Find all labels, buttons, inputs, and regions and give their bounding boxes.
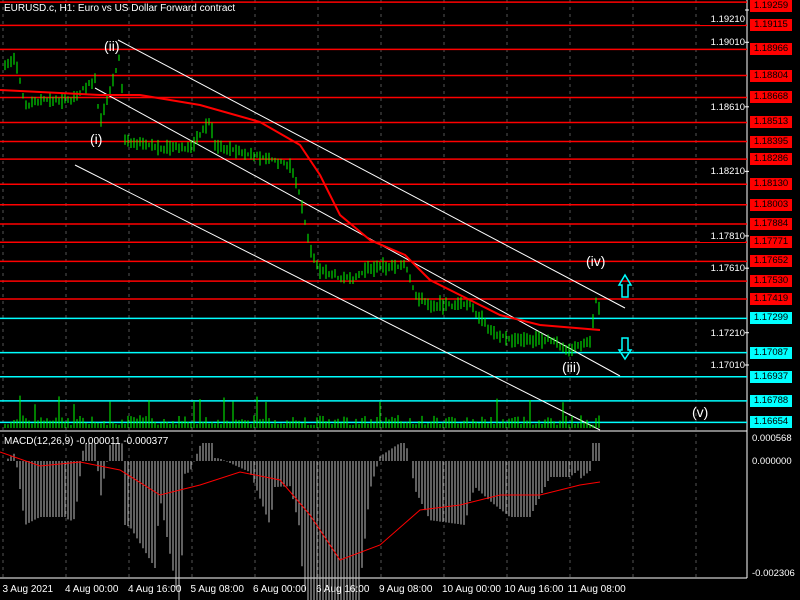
price-axis-label: 1.17810 (700, 230, 745, 242)
price-label-red: 1.17771 (750, 236, 792, 249)
wave-label-v: (v) (692, 404, 709, 420)
arrow-down-icon (617, 337, 633, 361)
time-axis-label: 3 Aug 2021 (2, 584, 54, 595)
price-label-red: 1.18668 (750, 91, 792, 104)
price-label-red: 1.17884 (750, 217, 792, 230)
channel-line (74, 164, 601, 431)
price-label-cyan: 1.17299 (750, 312, 792, 325)
moving-average-line (0, 89, 601, 331)
price-label-red: 1.18804 (750, 69, 792, 82)
price-label-red: 1.18395 (750, 135, 792, 148)
channel-line (94, 87, 621, 377)
time-axis-label: 10 Aug 16:00 (504, 584, 564, 595)
wave-label-iv: (iv) (586, 253, 606, 269)
price-axis-label: 1.17010 (700, 359, 745, 371)
price-label-red: 1.17419 (750, 292, 792, 305)
time-axis-label: 4 Aug 00:00 (65, 584, 119, 595)
price-label-red: 1.18966 (750, 43, 792, 56)
time-axis-label: 9 Aug 08:00 (379, 584, 433, 595)
price-axis-label: 1.18610 (700, 101, 745, 113)
macd-axis-label: 0.000000 (752, 456, 792, 467)
price-axis-label: 1.19010 (700, 37, 745, 49)
price-label-cyan: 1.17087 (750, 346, 792, 359)
time-axis-label: 10 Aug 00:00 (442, 584, 501, 595)
time-axis-label: 6 Aug 16:00 (316, 584, 370, 595)
price-label-red: 1.18130 (750, 178, 792, 191)
channel-line (117, 39, 626, 309)
price-axis-label: 1.19210 (700, 14, 745, 25)
arrow-up-icon (617, 273, 633, 298)
price-label-cyan: 1.16654 (750, 416, 792, 429)
time-axis-label: 4 Aug 16:00 (128, 584, 182, 595)
macd-axis-label: 0.000568 (752, 433, 792, 444)
macd-axis-label: -0.002306 (752, 568, 795, 579)
time-axis-label: 11 Aug 08:00 (567, 584, 626, 595)
wave-label-iii: (iii) (562, 359, 581, 375)
price-label-red: 1.17652 (750, 255, 792, 268)
wave-label-ii: (ii) (104, 38, 120, 54)
price-label-red: 1.19115 (750, 19, 792, 32)
price-label-red: 1.18286 (750, 153, 792, 166)
price-axis-label: 1.17210 (700, 327, 745, 339)
macd-signal-line (0, 451, 601, 561)
price-label-cyan: 1.16937 (750, 370, 792, 383)
chart-title: EURUSD.c, H1: Euro vs US Dollar Forward … (4, 3, 236, 14)
price-axis-label: 1.18210 (700, 166, 745, 178)
price-label-red: 1.18513 (750, 116, 792, 129)
price-label-red: 1.18003 (750, 198, 792, 211)
time-axis-label: 6 Aug 00:00 (253, 584, 307, 595)
wave-label-i: (i) (90, 131, 103, 147)
time-axis-label: 5 Aug 08:00 (190, 584, 244, 595)
price-label-cyan: 1.16788 (750, 394, 792, 407)
price-axis-label: 1.17610 (700, 263, 745, 275)
price-label-red: 1.19259 (750, 0, 792, 12)
macd-label: MACD(12,26,9) -0.000011 -0.000377 (4, 436, 169, 447)
price-label-red: 1.17530 (750, 275, 792, 288)
